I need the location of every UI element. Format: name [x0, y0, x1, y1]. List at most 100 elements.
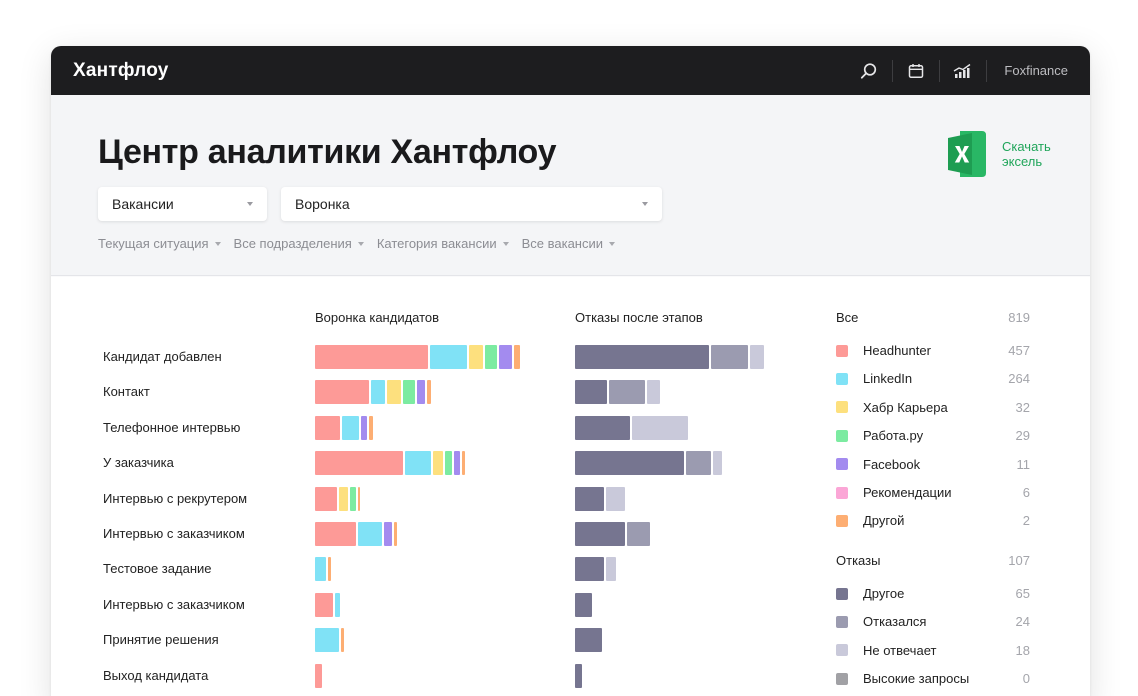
funnel-bar-segment[interactable] — [315, 628, 339, 653]
funnel-bar-segment[interactable] — [328, 557, 331, 582]
legend-item[interactable]: LinkedIn 264 — [836, 371, 1030, 386]
rejection-bar-row[interactable] — [575, 380, 662, 405]
rejection-bar-segment[interactable] — [632, 415, 688, 440]
app-logo[interactable]: Хантфлоу — [73, 59, 169, 81]
analytics-icon[interactable] — [940, 46, 986, 95]
funnel-bar-segment[interactable] — [403, 380, 415, 405]
rejection-bar-segment[interactable] — [711, 345, 748, 369]
rejection-bar-segment[interactable] — [575, 663, 582, 688]
filter-category[interactable]: Категория вакансии — [377, 236, 509, 251]
funnel-bar-segment[interactable] — [315, 592, 333, 617]
funnel-bar-row[interactable] — [315, 557, 333, 582]
legend-item[interactable]: Отказался 24 — [836, 614, 1030, 629]
funnel-bar-segment[interactable] — [335, 592, 340, 617]
funnel-bar-segment[interactable] — [315, 557, 326, 582]
funnel-bar-segment[interactable] — [339, 486, 348, 511]
legend-item[interactable]: Другой 2 — [836, 513, 1030, 528]
funnel-bar-segment[interactable] — [394, 522, 397, 546]
funnel-bar-segment[interactable] — [315, 663, 322, 688]
filter-departments[interactable]: Все подразделения — [234, 236, 364, 251]
funnel-bar-segment[interactable] — [315, 486, 337, 511]
rejection-bar-segment[interactable] — [575, 628, 602, 653]
legend-item[interactable]: Не отвечает 18 — [836, 643, 1030, 658]
rejection-bar-segment[interactable] — [575, 415, 630, 440]
funnel-bar-segment[interactable] — [430, 345, 467, 369]
rejection-bar-segment[interactable] — [575, 522, 625, 546]
funnel-bar-segment[interactable] — [315, 415, 340, 440]
legend-item[interactable]: Facebook 11 — [836, 457, 1030, 472]
funnel-bar-segment[interactable] — [445, 451, 452, 476]
funnel-bar-segment[interactable] — [417, 380, 425, 405]
search-icon[interactable] — [846, 46, 892, 95]
funnel-bar-segment[interactable] — [371, 380, 385, 405]
rejection-bar-row[interactable] — [575, 486, 627, 511]
rejection-bar-row[interactable] — [575, 522, 652, 546]
funnel-bar-segment[interactable] — [369, 415, 373, 440]
funnel-bar-segment[interactable] — [514, 345, 520, 369]
funnel-bar-segment[interactable] — [499, 345, 512, 369]
rejection-bar-segment[interactable] — [627, 522, 650, 546]
funnel-bar-row[interactable] — [315, 415, 375, 440]
funnel-bar-segment[interactable] — [361, 415, 367, 440]
funnel-bar-segment[interactable] — [358, 522, 382, 546]
rejection-bar-segment[interactable] — [713, 451, 722, 476]
rejection-bar-row[interactable] — [575, 663, 584, 688]
legend-item[interactable]: Работа.ру 29 — [836, 428, 1030, 443]
funnel-bar-row[interactable] — [315, 345, 522, 369]
rejection-bar-segment[interactable] — [686, 451, 711, 476]
rejection-bar-segment[interactable] — [750, 345, 764, 369]
funnel-bar-segment[interactable] — [350, 486, 356, 511]
rejection-bar-segment[interactable] — [647, 380, 660, 405]
funnel-bar-row[interactable] — [315, 486, 362, 511]
rejection-bar-segment[interactable] — [575, 557, 604, 582]
download-excel-button[interactable]: Скачать эксель — [946, 129, 1072, 179]
legend-item[interactable]: Высокие запросы 0 — [836, 671, 1030, 686]
funnel-bar-segment[interactable] — [387, 380, 401, 405]
legend-item[interactable]: Другое 65 — [836, 586, 1030, 601]
funnel-bar-segment[interactable] — [485, 345, 497, 369]
funnel-bar-segment[interactable] — [384, 522, 392, 546]
funnel-bar-row[interactable] — [315, 451, 467, 476]
funnel-bar-segment[interactable] — [427, 380, 431, 405]
rejection-bar-row[interactable] — [575, 628, 604, 653]
funnel-bar-row[interactable] — [315, 592, 342, 617]
funnel-bar-segment[interactable] — [454, 451, 460, 476]
rejection-bar-segment[interactable] — [575, 486, 604, 511]
rejection-bar-segment[interactable] — [575, 380, 607, 405]
rejection-bar-row[interactable] — [575, 557, 618, 582]
rejection-bar-segment[interactable] — [606, 486, 625, 511]
funnel-bar-segment[interactable] — [433, 451, 443, 476]
legend-item[interactable]: Хабр Карьера 32 — [836, 400, 1030, 415]
rejection-bar-segment[interactable] — [609, 380, 645, 405]
account-name[interactable]: Foxfinance — [1004, 63, 1068, 78]
rejection-bar-row[interactable] — [575, 451, 724, 476]
funnel-bar-segment[interactable] — [358, 486, 360, 511]
funnel-bar-segment[interactable] — [341, 628, 344, 653]
rejection-bar-segment[interactable] — [575, 592, 592, 617]
funnel-bar-segment[interactable] — [315, 345, 428, 369]
calendar-icon[interactable] — [893, 46, 939, 95]
funnel-bar-row[interactable] — [315, 380, 433, 405]
funnel-bar-segment[interactable] — [342, 415, 359, 440]
rejection-bar-row[interactable] — [575, 592, 594, 617]
rejection-bar-row[interactable] — [575, 415, 690, 440]
rejection-bar-row[interactable] — [575, 345, 766, 369]
rejection-bar-segment[interactable] — [606, 557, 616, 582]
filter-vacancies[interactable]: Все вакансии — [522, 236, 616, 251]
funnel-bar-segment[interactable] — [315, 451, 403, 476]
funnel-bar-segment[interactable] — [315, 522, 356, 546]
legend-item[interactable]: Headhunter 457 — [836, 343, 1030, 358]
funnel-bar-segment[interactable] — [462, 451, 465, 476]
funnel-bar-segment[interactable] — [405, 451, 431, 476]
funnel-bar-row[interactable] — [315, 522, 399, 546]
rejection-bar-segment[interactable] — [575, 451, 684, 476]
funnel-bar-segment[interactable] — [315, 380, 369, 405]
legend-item[interactable]: Рекомендации 6 — [836, 485, 1030, 500]
funnel-bar-row[interactable] — [315, 663, 324, 688]
filter-situation[interactable]: Текущая ситуация — [98, 236, 221, 251]
funnel-bar-row[interactable] — [315, 628, 346, 653]
vacancies-select[interactable]: Вакансии — [98, 187, 267, 221]
rejection-bar-segment[interactable] — [575, 345, 709, 369]
report-type-select[interactable]: Воронка — [281, 187, 662, 221]
funnel-bar-segment[interactable] — [469, 345, 483, 369]
